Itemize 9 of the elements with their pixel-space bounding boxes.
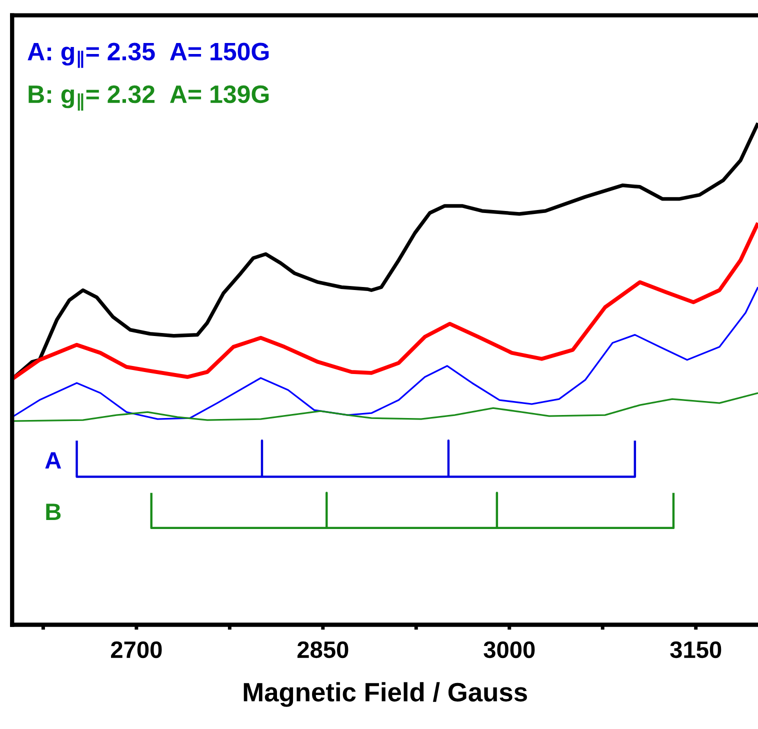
x-axis-title: Magnetic Field / Gauss xyxy=(244,682,527,707)
series-label: A xyxy=(45,452,62,468)
x-tick-label: 3000 xyxy=(484,641,535,658)
text: B: g$_{∥}$= 2.32 A= 139G xyxy=(28,85,269,111)
x-tick-label: 3150 xyxy=(670,641,722,658)
x-tick-label: 2850 xyxy=(297,641,348,658)
text: B xyxy=(46,504,61,520)
text: A: g$_{∥}$= 2.35 A= 150G xyxy=(28,42,269,68)
x-tick-label: 2700 xyxy=(111,641,162,658)
